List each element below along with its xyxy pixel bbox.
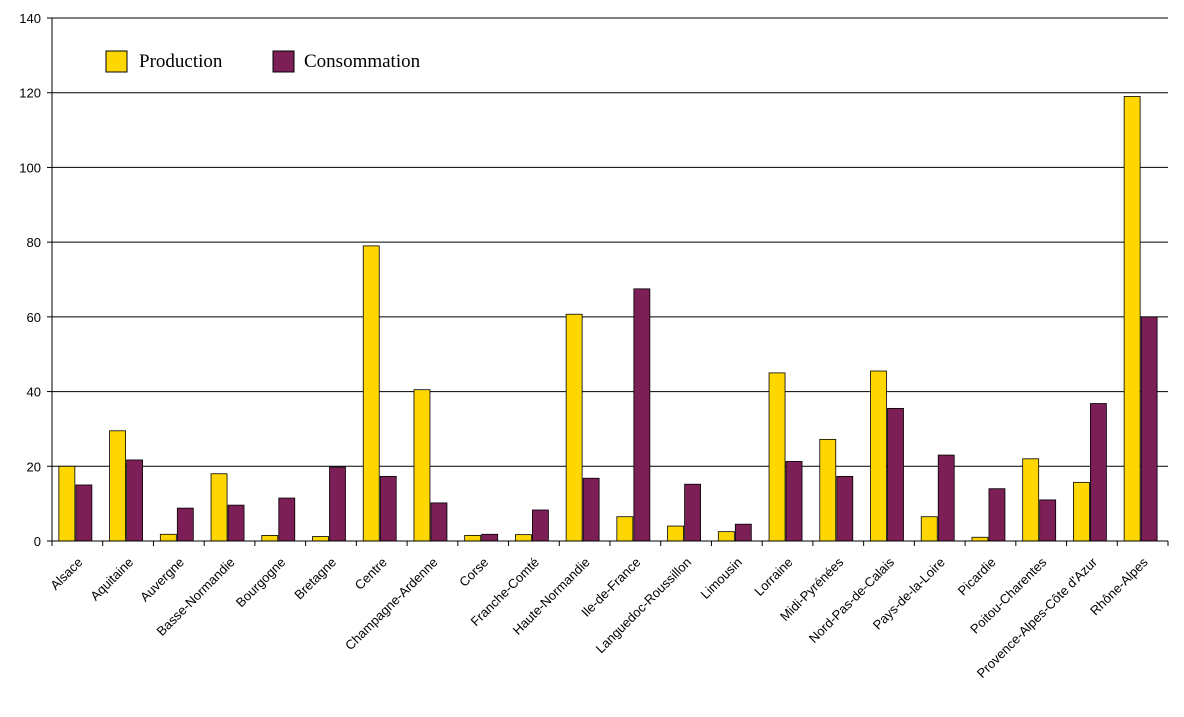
bar-production-2 (159, 533, 177, 542)
bar-consommation-15 (836, 475, 854, 542)
x-tick-label: Corse (456, 555, 491, 590)
bar-production-9 (515, 534, 532, 542)
x-tick-label: Centre (352, 555, 390, 593)
bar-consommation-16 (887, 407, 904, 542)
bar-production-0 (58, 465, 76, 542)
y-tick-label: 100 (19, 160, 41, 175)
bar-consommation-7 (430, 502, 448, 542)
x-tick-label: Alsace (47, 555, 85, 593)
bar-consommation-8 (481, 533, 499, 542)
bar-production-18 (971, 536, 989, 542)
bar-consommation-1 (126, 459, 143, 542)
bar-production-6 (362, 245, 380, 542)
gridlines (52, 17, 1168, 467)
x-tick-label: Auvergne (137, 555, 187, 605)
bar-consommation-10 (582, 477, 600, 542)
x-tick-label: Limousin (698, 555, 745, 602)
legend-label-consommation: Consommation (304, 51, 421, 72)
legend-label-production: Production (139, 51, 223, 72)
bar-production-7 (413, 389, 431, 542)
bar-consommation-12 (684, 483, 701, 542)
bar-production-19 (1022, 458, 1040, 542)
bar-production-20 (1073, 481, 1090, 542)
bar-consommation-11 (633, 288, 651, 542)
bar-production-11 (616, 516, 634, 542)
x-tick-label: Languedoc-Roussillon (593, 555, 695, 657)
y-tick-label: 80 (27, 235, 41, 250)
bar-consommation-6 (379, 475, 397, 542)
y-tick-label: 20 (27, 459, 41, 474)
x-tick-label: Bourgogne (233, 555, 289, 611)
bar-consommation-9 (532, 509, 549, 542)
x-tick-label: Picardie (955, 555, 999, 599)
bar-production-1 (109, 430, 126, 542)
x-tick-label: Nord-Pas-de-Calais (806, 554, 898, 646)
bar-production-4 (261, 534, 279, 542)
bar-consommation-5 (329, 466, 346, 542)
x-axis: Alsace Aquitaine AuvergneBasse-NormandieBo… (47, 540, 1169, 681)
bar-production-17 (920, 516, 938, 542)
bar-production-16 (870, 370, 887, 542)
bar-production-8 (464, 534, 482, 542)
bar-consommation-0 (75, 484, 93, 542)
bar-consommation-4 (278, 497, 296, 542)
legend-swatch-production (105, 50, 128, 73)
bar-production-10 (565, 313, 583, 542)
bar-production-13 (717, 531, 735, 542)
bar-consommation-13 (734, 523, 752, 542)
bars (58, 96, 1158, 542)
bar-consommation-19 (1039, 499, 1057, 542)
legend: Production Consommation (105, 50, 421, 73)
bar-consommation-18 (988, 488, 1006, 542)
bar-production-12 (667, 525, 684, 542)
x-tick-label: Bretagne (291, 555, 339, 603)
bar-consommation-3 (227, 504, 245, 542)
y-tick-label: 60 (27, 310, 41, 325)
y-tick-label: 0 (34, 534, 41, 549)
bar-consommation-17 (937, 454, 955, 542)
y-tick-label: 140 (19, 11, 41, 26)
y-tick-label: 40 (27, 385, 41, 400)
x-tick-label: Champagne-Ardenne (342, 555, 441, 654)
legend-swatch-consommation (272, 50, 295, 73)
bar-production-5 (312, 536, 329, 542)
y-axis: 0 20 40 60 80 100 120 140 (19, 11, 53, 549)
x-tick-label: Aquitaine (87, 555, 136, 604)
bar-consommation-20 (1090, 403, 1107, 542)
y-tick-label: 120 (19, 86, 41, 101)
bar-consommation-14 (785, 461, 803, 542)
bar-production-15 (819, 438, 837, 542)
bar-production-3 (210, 473, 228, 542)
x-tick-label: Lorraine (751, 555, 795, 599)
bar-production-21 (1123, 96, 1141, 542)
bar-production-14 (768, 372, 786, 542)
bar-consommation-21 (1140, 316, 1158, 542)
bar-consommation-2 (176, 507, 194, 542)
